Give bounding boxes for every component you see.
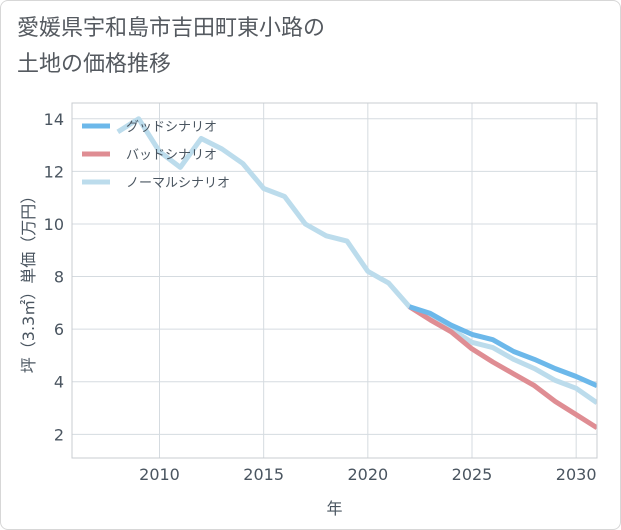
x-tick-label: 2010 bbox=[139, 465, 180, 484]
y-tick-label: 14 bbox=[44, 110, 64, 129]
x-tick-label: 2015 bbox=[243, 465, 284, 484]
y-tick-label: 4 bbox=[54, 373, 64, 392]
y-tick-label: 10 bbox=[44, 215, 64, 234]
x-tick-labels: 2010 2015 2020 2025 2030 bbox=[139, 465, 596, 484]
x-tick-label: 2020 bbox=[347, 465, 388, 484]
series-line-0 bbox=[408, 304, 597, 388]
plot-frame bbox=[71, 102, 598, 459]
chart-title: 愛媛県宇和島市吉田町東小路の 土地の価格推移 bbox=[17, 16, 326, 77]
y-tick-label: 8 bbox=[54, 268, 64, 287]
y-axis-title: 坪（3.3㎡）単価（万円） bbox=[19, 188, 38, 373]
x-tick-label: 2030 bbox=[556, 465, 597, 484]
series-line-1 bbox=[408, 304, 597, 430]
grid-lines bbox=[72, 103, 597, 458]
y-tick-label: 2 bbox=[54, 425, 64, 444]
legend-label: グッドシナリオ bbox=[126, 120, 217, 135]
x-tick-label: 2025 bbox=[452, 465, 493, 484]
series-line-2 bbox=[116, 116, 597, 405]
legend-label: バッドシナリオ bbox=[126, 148, 217, 163]
y-tick-label: 6 bbox=[54, 320, 64, 339]
y-tick-labels: 2 4 6 8 10 12 14 bbox=[44, 110, 64, 445]
legend-label: ノーマルシナリオ bbox=[126, 176, 230, 191]
x-axis-title: 年 bbox=[326, 499, 342, 518]
series-layer bbox=[116, 116, 597, 430]
y-tick-label: 12 bbox=[44, 162, 64, 181]
